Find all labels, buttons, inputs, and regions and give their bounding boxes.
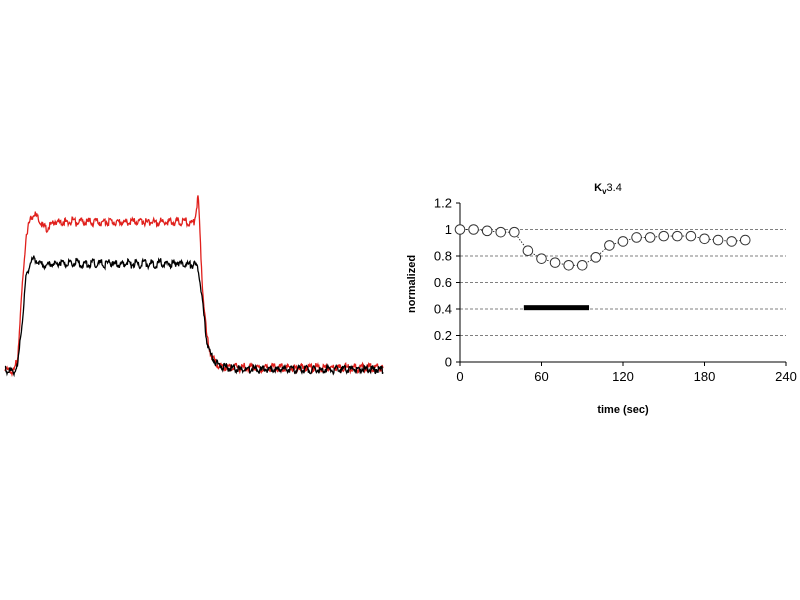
- data-point: [563, 259, 574, 271]
- x-tick-label: 120: [612, 369, 634, 384]
- y-axis-label: normalized: [406, 255, 418, 313]
- y-tick-label: 0.6: [434, 275, 452, 290]
- y-tick-label: 0.2: [434, 328, 452, 343]
- chart-title-k: K: [594, 182, 602, 194]
- y-tick-label: 0.4: [434, 302, 452, 317]
- data-point: [644, 232, 656, 243]
- data-point: [699, 233, 710, 245]
- grid-lines: [460, 229, 786, 336]
- data-series: [454, 224, 751, 271]
- data-point: [658, 230, 670, 242]
- data-point: [509, 226, 520, 238]
- trace-red: [4, 195, 384, 378]
- data-point: [672, 230, 683, 242]
- data-point: [454, 224, 466, 235]
- x-axis-label: time (sec): [597, 404, 649, 416]
- data-point: [576, 259, 588, 271]
- chart-title: Kv3.4: [594, 182, 622, 196]
- current-traces-panel: [4, 195, 384, 378]
- chart-title-subscript: v: [602, 187, 607, 196]
- chart-title-number: 3.4: [607, 182, 622, 194]
- y-tick-label: 0: [445, 355, 452, 370]
- y-tick-label: 1.2: [434, 196, 452, 211]
- x-tick-labels: 0 60 120 180 240: [456, 362, 797, 384]
- x-tick-label: 180: [694, 369, 716, 384]
- y-tick-labels: 0 0.2 0.4 0.6 0.8 1 1.2: [434, 196, 460, 370]
- time-course-panel: Kv3.4 0 0.2 0.4 0.6 0.8 1 1.2 0 60 120 180 240 nor…: [406, 182, 797, 416]
- data-point: [590, 252, 602, 263]
- data-point: [617, 236, 629, 247]
- x-tick-label: 60: [534, 369, 548, 384]
- data-point: [549, 257, 561, 268]
- series-line: [460, 229, 746, 266]
- drug-application-bar: [523, 305, 590, 311]
- data-point: [685, 230, 697, 242]
- trace-black: [4, 255, 384, 378]
- y-tick-label: 0.8: [434, 249, 452, 264]
- x-tick-label: 0: [456, 369, 463, 384]
- data-point: [739, 234, 751, 246]
- data-point: [712, 234, 724, 246]
- x-tick-label: 240: [775, 369, 797, 384]
- data-point: [604, 240, 615, 251]
- data-point: [522, 245, 534, 256]
- data-point: [631, 232, 642, 243]
- data-point: [495, 226, 507, 238]
- data-point: [468, 224, 479, 235]
- data-point: [536, 253, 547, 264]
- data-point: [481, 225, 493, 237]
- data-point: [726, 236, 737, 247]
- y-tick-label: 1: [445, 222, 452, 237]
